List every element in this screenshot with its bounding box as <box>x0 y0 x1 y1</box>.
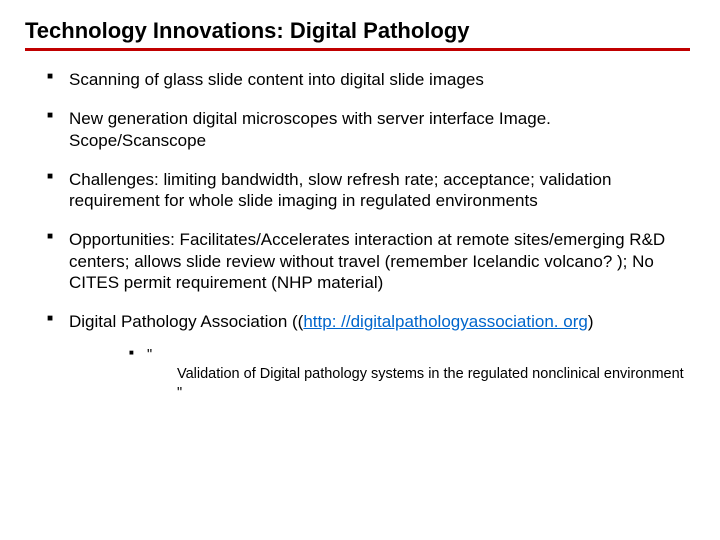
bullet-list: Scanning of glass slide content into dig… <box>25 69 690 403</box>
association-link[interactable]: http: //digitalpathologyassociation. org <box>303 312 587 331</box>
bullet-item: Opportunities: Facilitates/Accelerates i… <box>47 229 690 293</box>
sub-bullet-item: " Validation of Digital pathology systems… <box>129 346 690 403</box>
bullet-item: Challenges: limiting bandwidth, slow ref… <box>47 169 690 212</box>
sub-bullet-list: " Validation of Digital pathology systems… <box>69 346 690 403</box>
slide-title: Technology Innovations: Digital Patholog… <box>25 18 690 51</box>
bullet-item: Scanning of glass slide content into dig… <box>47 69 690 90</box>
sub-quote-text: Validation of Digital pathology systems … <box>147 365 690 403</box>
bullet-item-association: Digital Pathology Association ((http: //… <box>47 311 690 403</box>
bullet-item: New generation digital microscopes with … <box>47 108 690 151</box>
bullet-text: Digital Pathology Association (( <box>69 312 303 331</box>
sub-quote-lead: " <box>147 347 152 363</box>
bullet-suffix: ) <box>588 312 594 331</box>
